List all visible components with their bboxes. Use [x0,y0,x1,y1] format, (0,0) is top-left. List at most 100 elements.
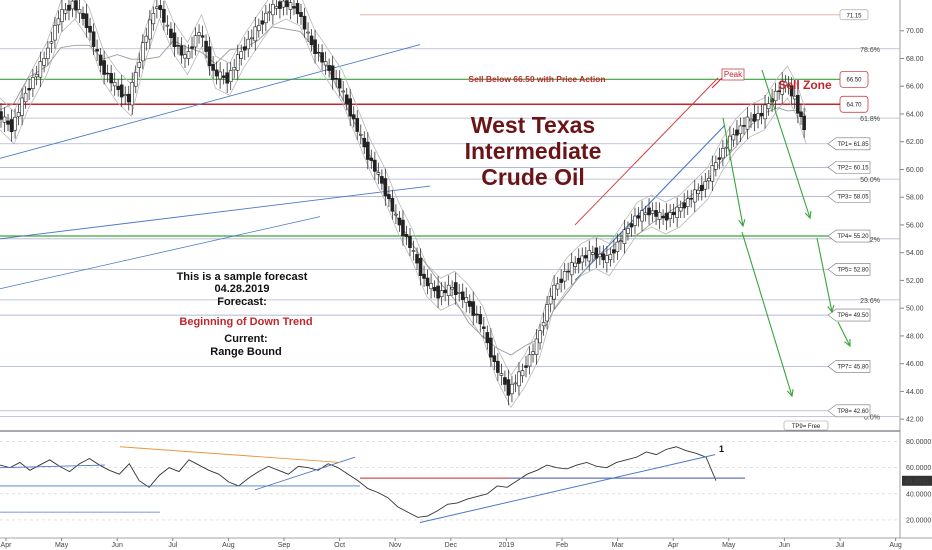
candle-body [95,49,99,52]
candle-body [534,338,539,355]
candle-body [70,0,75,10]
time-tick-label: Dec [445,542,458,549]
candle-body [467,300,472,307]
candle-body [524,365,528,368]
candle-body [773,90,778,102]
candle-body [23,92,28,103]
candle-body [376,172,381,175]
candle-body [16,112,21,118]
candle-body [380,176,384,184]
candle-body [796,94,800,114]
candle-body [527,354,532,367]
candle-body [369,157,374,161]
candle-body [601,253,606,261]
candle-body [541,322,546,327]
price-tick-label: 52.00 [906,278,924,285]
candle-body [425,277,430,287]
osc-trendline-1 [0,464,106,469]
candle-body [647,207,651,216]
candle-body [358,134,363,136]
candle-body [49,41,54,44]
candle-body [643,212,648,215]
peak-box [721,68,745,81]
candle-body [53,25,57,41]
candle-body [411,250,416,252]
candle-body [605,255,609,264]
candle-body [204,40,208,52]
candle-body [327,65,331,71]
candle-body [692,189,697,203]
candle-body [489,337,493,358]
fib-level-label: 61.8% [860,116,880,123]
candle-body [9,119,14,133]
candle-body [274,6,279,9]
time-tick-label: Sep [278,542,291,549]
price-tick-label: 56.00 [906,222,924,229]
candle-body [172,32,177,48]
osc-rising-trendline [419,454,716,524]
candle-body [513,382,518,385]
candle-body [235,54,240,71]
candle-body [144,35,149,43]
candle-body [313,39,317,54]
osc-tick-label: 80.0000 [906,439,931,446]
fib-level-label: 23.6% [860,298,880,305]
forecast-arrow-4 [741,231,793,397]
forecast-arrow-5-head [844,338,851,348]
candle-body [671,211,676,216]
candle-body [232,67,237,71]
candle-body [81,13,85,19]
candle-body [562,271,567,282]
candle-body [780,81,785,95]
forecast-arrow-2 [722,117,744,227]
candle-body [186,51,191,59]
candle-body [675,206,679,218]
osc-current-box [902,475,932,486]
candle-body [580,255,585,263]
chart-title-line: West Texas [471,112,595,138]
forecast-arrow-1 [761,69,811,219]
chart-title-line: Intermediate [465,138,602,164]
candle-body [334,77,338,80]
osc-current-value: 49.9591 [904,478,929,485]
candle-body [249,37,254,40]
candle-body [98,54,103,66]
candle-body [42,58,46,66]
time-tick-label: Oct [334,542,345,549]
candle-body [394,213,398,216]
candle-body [548,295,553,305]
candle-body [193,35,198,48]
oscillator-line [0,446,717,518]
candle-body [443,289,447,294]
candle-body [355,118,360,132]
sample-forecast-text: This is a sample forecast [177,271,308,283]
candle-body [763,104,767,120]
candle-body [485,332,490,344]
candle-body [246,38,251,50]
candle-body [197,32,201,36]
time-tick-label: Feb [556,542,568,549]
candle-body [640,210,644,222]
candle-body [587,250,592,262]
peak-label: Peak [724,70,743,79]
target-box [827,308,871,322]
candle-body [169,28,173,38]
candle-body [242,46,247,51]
candle-body [457,292,462,294]
candle-body [387,194,391,200]
candle-body [404,233,409,238]
candle-body [682,202,687,209]
candle-body [453,282,458,296]
candle-body [46,47,50,59]
candle-body [295,3,300,15]
candle-body [432,287,437,292]
candle-body [130,82,135,106]
candle-body [2,116,7,123]
candle-body [415,254,419,264]
price-tick-label: 54.00 [906,250,924,257]
forecast-arrow-3 [816,237,833,313]
time-tick-label: May [55,542,69,549]
target-label: TP3= 58.05 [837,195,869,201]
candle-body [636,215,641,219]
